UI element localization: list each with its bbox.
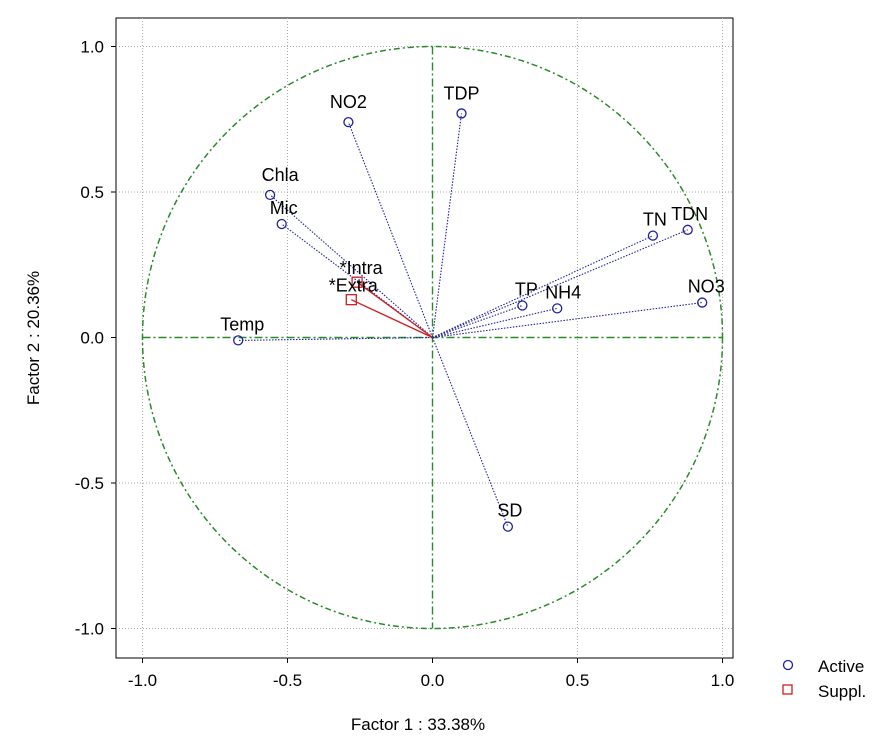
y-tick-label: -1.0: [75, 620, 104, 639]
x-tick-label: -0.5: [273, 671, 302, 690]
vector-chla: [269, 194, 433, 338]
label-extra: *Extra: [329, 276, 379, 296]
x-axis-title: Factor 1 : 33.38%: [351, 715, 485, 734]
marker-mic: [276, 218, 287, 230]
y-tick-label: 0.0: [80, 329, 104, 348]
marker-nh4: [552, 303, 563, 314]
vector-nh4: [432, 307, 558, 339]
label-tdp: TDP: [444, 83, 480, 103]
marker-tdp: [456, 108, 467, 119]
y-tick-label: 0.5: [80, 183, 104, 202]
legend-active-marker-icon: [782, 659, 794, 671]
vector-extra: [351, 299, 433, 339]
legend: Active Suppl.: [782, 657, 866, 701]
marker-tn: [647, 230, 659, 241]
legend-active-label: Active: [818, 657, 864, 676]
marker-intra: [351, 276, 363, 288]
x-tick-label: 0.0: [421, 671, 445, 690]
vector-tdn: [432, 229, 688, 339]
marker-chla: [264, 189, 276, 201]
marker-extra: [345, 294, 357, 306]
y-axis-title: Factor 2 : 20.36%: [24, 271, 43, 405]
vector-no2: [347, 121, 434, 338]
label-no3: NO3: [688, 277, 725, 297]
label-nh4: NH4: [545, 282, 581, 302]
marker-no2: [343, 117, 354, 128]
vector-tp: [432, 304, 523, 339]
y-tick-label: -0.5: [75, 474, 104, 493]
grid-lines: [116, 18, 733, 658]
marker-no3: [697, 297, 708, 308]
vector-tn: [432, 235, 654, 338]
label-sd: SD: [497, 501, 522, 521]
label-no2: NO2: [330, 92, 367, 112]
label-tp: TP: [515, 279, 538, 299]
x-tick-label: 0.5: [566, 671, 590, 690]
axes: -1.0 -0.5 0.0 0.5 1.0 1.0 0.5 0.0 -0.5 -1.0: [75, 38, 735, 691]
legend-suppl-label: Suppl.: [818, 682, 866, 701]
variable-markers: [233, 108, 708, 532]
vector-no3: [432, 302, 703, 339]
marker-temp: [233, 335, 244, 346]
variable-labels: NO2 TDP Chla Mic TN TDN NO3 TP NH4 Temp SD *Intra*E…: [220, 83, 725, 520]
label-intra: *Intra: [340, 258, 384, 278]
x-tick-label: -1.0: [128, 671, 157, 690]
loading-vectors: [238, 113, 703, 527]
marker-tp: [517, 300, 528, 311]
legend-suppl-marker-icon: [782, 684, 793, 695]
vector-temp: [238, 336, 433, 341]
label-tn: TN: [643, 210, 667, 230]
y-tick-label: 1.0: [80, 38, 104, 57]
label-temp: Temp: [220, 314, 264, 334]
vector-sd: [431, 337, 509, 527]
label-mic: Mic: [270, 198, 298, 218]
marker-tdn: [682, 224, 693, 235]
marker-sd: [502, 521, 514, 532]
x-tick-label: 1.0: [711, 671, 735, 690]
label-chla: Chla: [262, 165, 300, 185]
label-tdn: TDN: [671, 204, 708, 224]
vector-intra: [356, 281, 433, 339]
